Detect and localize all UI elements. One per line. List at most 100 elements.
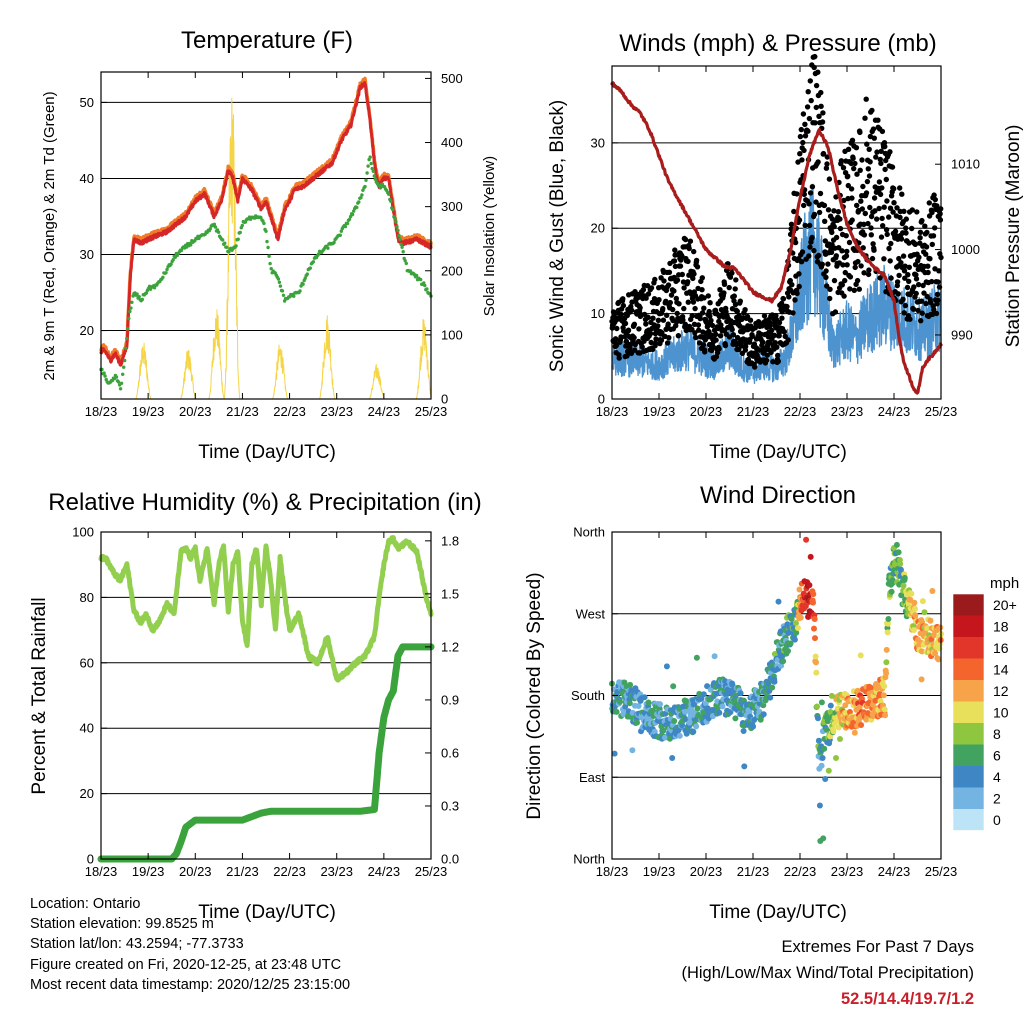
gust-point — [640, 287, 647, 293]
y-tick-label: North — [573, 852, 605, 867]
gust-point — [899, 191, 905, 197]
gust-point — [902, 275, 908, 281]
dewpoint-point — [278, 284, 283, 288]
gust-point — [845, 173, 851, 179]
wind-direction-point — [676, 732, 683, 739]
gust-point — [869, 107, 875, 114]
gust-point — [922, 223, 928, 229]
x-tick-label: 21/23 — [737, 404, 770, 419]
gust-point — [812, 53, 818, 60]
gust-point — [876, 205, 882, 212]
gust-point — [809, 184, 816, 190]
dewpoint-point — [116, 380, 121, 384]
dewpoint-point — [301, 282, 305, 286]
gust-point — [851, 287, 857, 293]
gust-point — [727, 274, 734, 280]
wind-direction-point — [719, 703, 726, 710]
info-created: Figure created on Fri, 2020-12-25, at 23… — [30, 956, 342, 973]
gust-point — [896, 255, 902, 262]
wind-direction-point — [818, 762, 825, 769]
winds-axes: 0 10 20 30 990 1000 1010 18/23 19/23 20/23 21/23 22… — [591, 65, 980, 419]
y-right-tick-label: 1.2 — [441, 639, 459, 654]
x-tick-label: 22/23 — [273, 864, 306, 879]
dewpoint-point — [265, 239, 269, 244]
gust-point — [801, 147, 807, 154]
wind-direction-point — [885, 620, 891, 627]
gust-point — [790, 310, 796, 316]
winds-ylabel: Sonic Wind & Gust (Blue, Black) — [547, 100, 568, 372]
gust-point — [889, 164, 896, 170]
wind-direction-point — [702, 700, 709, 707]
gust-point — [847, 274, 854, 280]
gust-point — [841, 197, 847, 204]
gust-point — [867, 159, 873, 165]
gust-point — [807, 78, 813, 84]
gust-point — [618, 311, 624, 318]
x-tick-label: 22/23 — [784, 864, 817, 879]
extremes-subtitle: (High/Low/Max Wind/Total Precipitation) — [681, 964, 974, 982]
dewpoint-point — [125, 336, 129, 341]
gust-point — [916, 254, 922, 260]
wind-direction-point — [812, 653, 819, 660]
dewpoint-point — [378, 186, 383, 190]
gust-point — [806, 115, 813, 122]
wind-direction-point — [895, 549, 902, 556]
wind-direction-point — [856, 704, 863, 711]
gust-point — [920, 282, 926, 289]
gust-point — [831, 223, 837, 230]
wind-direction-point — [775, 598, 782, 605]
x-tick-label: 18/23 — [596, 864, 629, 879]
wind-direction-point — [912, 605, 918, 612]
gust-point — [624, 353, 630, 359]
info-latlon: Station lat/lon: 43.2594; -77.3733 — [30, 936, 244, 953]
gust-point — [787, 277, 793, 284]
gust-point — [655, 317, 662, 323]
gust-point — [661, 278, 667, 284]
gust-point — [695, 322, 702, 328]
wind-direction-point — [629, 747, 636, 754]
x-tick-label: 23/23 — [320, 404, 353, 419]
gust-point — [902, 302, 909, 309]
gust-point — [616, 355, 622, 361]
gust-point — [631, 321, 638, 327]
dewpoint-point — [397, 233, 401, 238]
gust-point — [839, 282, 845, 288]
gust-point — [708, 317, 714, 324]
gust-point — [861, 270, 867, 276]
gust-point — [701, 295, 707, 301]
gust-point — [760, 339, 766, 346]
colorbar-label: 4 — [993, 769, 1001, 785]
y-tick-label: West — [576, 606, 606, 621]
gust-point — [913, 290, 919, 297]
plot-frame — [611, 531, 942, 860]
gust-point — [936, 268, 942, 274]
gust-point — [871, 195, 878, 201]
gust-point — [643, 321, 649, 327]
dewpoint-point — [292, 294, 296, 298]
wind-direction-point — [818, 699, 825, 706]
wind-direction-point — [803, 536, 810, 543]
y-tick-label: 80 — [80, 590, 94, 605]
gust-point — [891, 200, 897, 206]
gust-point — [692, 330, 698, 336]
gust-point — [898, 260, 904, 266]
gust-point — [822, 218, 828, 224]
gust-point — [923, 251, 929, 257]
y-right-tick-label: 200 — [441, 263, 463, 278]
wind-direction-point — [690, 728, 697, 735]
wind-direction-point — [670, 683, 677, 690]
gust-point — [909, 207, 915, 213]
gust-point — [648, 285, 655, 291]
wind-direction-point — [807, 553, 814, 560]
x-tick-label: 24/23 — [368, 864, 401, 879]
gust-point — [865, 220, 871, 227]
gust-point — [801, 202, 807, 209]
gust-point — [886, 245, 892, 252]
dewpoint-point — [282, 299, 287, 303]
gust-point — [882, 143, 888, 150]
gust-point — [623, 338, 630, 345]
wind-direction-point — [815, 715, 821, 722]
gust-point — [850, 155, 856, 162]
gust-point — [844, 262, 850, 268]
